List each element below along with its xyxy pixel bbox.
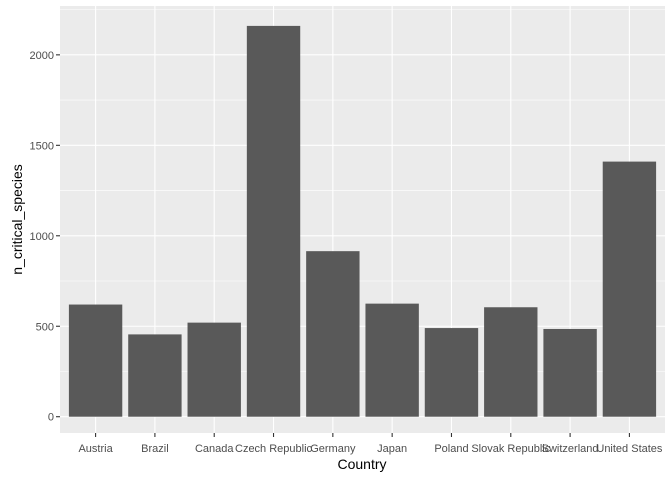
bar xyxy=(365,303,419,417)
y-axis: 0 500 1000 1500 2000 xyxy=(30,50,60,424)
x-tick-label: Canada xyxy=(195,443,234,455)
x-tick-label: Germany xyxy=(310,443,356,455)
y-tick-label: 1000 xyxy=(30,231,54,243)
y-axis-title: n_critical_species xyxy=(9,164,25,275)
x-tick-label: Switzerland xyxy=(542,443,599,455)
x-tick-label: United States xyxy=(596,443,663,455)
x-tick-label: Poland xyxy=(434,443,468,455)
bar xyxy=(484,307,538,417)
bar xyxy=(246,25,301,417)
x-tick-label: Slovak Republic xyxy=(471,443,550,455)
bar xyxy=(306,251,360,417)
x-axis: Austria Brazil Canada Czech RepublicGermany… xyxy=(78,433,663,455)
y-tick-label: 2000 xyxy=(30,50,54,62)
bar xyxy=(187,322,241,417)
x-tick-label: Japan xyxy=(377,443,407,455)
x-axis-title: Country xyxy=(337,456,386,472)
bar xyxy=(424,328,479,417)
x-tick-label: Czech Republic xyxy=(235,443,313,455)
bar xyxy=(128,334,182,417)
x-tick-label: Brazil xyxy=(141,443,169,455)
x-tick-label: Austria xyxy=(78,443,113,455)
y-tick-label: 1500 xyxy=(30,140,54,152)
bar xyxy=(68,304,123,417)
bar xyxy=(602,161,657,417)
bars xyxy=(68,25,657,417)
y-tick-label: 500 xyxy=(36,321,54,333)
y-tick-label: 0 xyxy=(48,412,54,424)
bar xyxy=(543,328,597,417)
